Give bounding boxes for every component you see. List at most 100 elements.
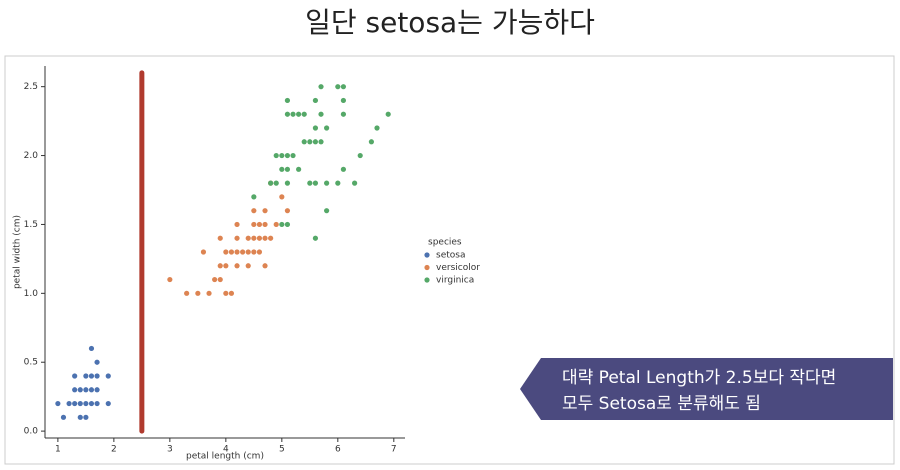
point xyxy=(83,373,89,379)
callout-box xyxy=(520,358,893,420)
point xyxy=(83,387,89,393)
point xyxy=(251,208,257,214)
point xyxy=(273,221,279,228)
point xyxy=(223,249,229,255)
point xyxy=(290,152,296,159)
x-tick-label: 5 xyxy=(279,445,285,455)
point xyxy=(223,263,229,269)
point xyxy=(88,400,95,407)
point xyxy=(217,235,223,241)
point xyxy=(200,249,207,255)
point xyxy=(206,290,212,296)
point xyxy=(312,180,319,186)
point xyxy=(55,400,61,407)
point xyxy=(245,235,251,241)
y-tick-label: 1.0 xyxy=(24,289,39,299)
point xyxy=(335,84,341,90)
y-axis-label: petal width (cm) xyxy=(13,215,23,289)
point xyxy=(105,400,111,407)
point xyxy=(94,400,100,407)
legend-label: setosa xyxy=(436,251,465,261)
x-tick-label: 3 xyxy=(167,445,173,455)
point xyxy=(217,263,223,269)
point xyxy=(273,152,279,159)
point xyxy=(256,249,263,255)
x-tick-label: 1 xyxy=(55,445,61,455)
y-tick-label: 1.5 xyxy=(24,220,38,230)
point xyxy=(256,221,263,228)
point xyxy=(262,235,268,241)
point xyxy=(77,414,83,420)
point xyxy=(256,235,263,241)
point xyxy=(94,359,100,365)
point xyxy=(273,180,279,186)
point xyxy=(385,111,391,117)
point xyxy=(251,235,257,241)
point xyxy=(357,152,363,159)
point xyxy=(223,290,229,296)
point xyxy=(352,180,358,186)
point xyxy=(217,276,223,283)
point xyxy=(340,84,347,90)
point xyxy=(234,249,240,255)
point xyxy=(284,111,291,117)
point xyxy=(318,111,324,117)
point xyxy=(262,221,268,228)
point xyxy=(245,249,251,255)
point xyxy=(368,139,375,145)
point xyxy=(279,194,285,200)
point xyxy=(240,249,246,255)
point xyxy=(290,111,296,117)
point xyxy=(284,152,291,159)
point xyxy=(72,400,78,407)
point xyxy=(184,290,190,296)
x-tick-label: 7 xyxy=(391,445,397,455)
point xyxy=(340,111,347,117)
point xyxy=(284,208,291,214)
point xyxy=(83,400,89,407)
legend-title: species xyxy=(428,238,462,248)
point xyxy=(77,387,83,393)
point xyxy=(94,387,100,393)
point xyxy=(374,125,380,131)
y-tick-label: 0.0 xyxy=(24,427,39,437)
point xyxy=(284,97,291,104)
legend-label: virginica xyxy=(436,276,474,286)
point xyxy=(66,400,72,407)
legend-marker xyxy=(424,252,430,258)
point xyxy=(234,221,240,228)
point xyxy=(296,166,302,172)
point xyxy=(262,208,268,214)
y-tick-label: 2.5 xyxy=(24,82,38,92)
point xyxy=(324,208,330,214)
point xyxy=(268,180,274,186)
point xyxy=(301,111,307,117)
legend-marker xyxy=(424,264,430,271)
point xyxy=(312,125,319,131)
x-axis-label: petal length (cm) xyxy=(186,452,264,462)
point xyxy=(279,152,285,159)
point xyxy=(312,97,319,104)
point xyxy=(195,290,201,296)
point xyxy=(318,139,324,145)
point xyxy=(88,387,95,393)
point xyxy=(251,221,257,228)
callout-text: 모두 Setosa로 분류해도 됨 xyxy=(562,394,761,414)
legend-marker xyxy=(424,277,430,283)
point xyxy=(324,180,330,186)
point xyxy=(245,263,251,269)
point xyxy=(340,97,347,104)
point xyxy=(312,139,319,145)
point xyxy=(72,373,78,379)
point xyxy=(268,235,274,241)
point xyxy=(251,194,257,200)
point xyxy=(340,166,347,172)
point xyxy=(88,373,95,379)
point xyxy=(318,84,324,90)
point xyxy=(284,221,291,228)
point xyxy=(94,373,100,379)
y-tick-label: 0.5 xyxy=(24,358,38,368)
point xyxy=(234,235,240,241)
point xyxy=(251,249,257,255)
